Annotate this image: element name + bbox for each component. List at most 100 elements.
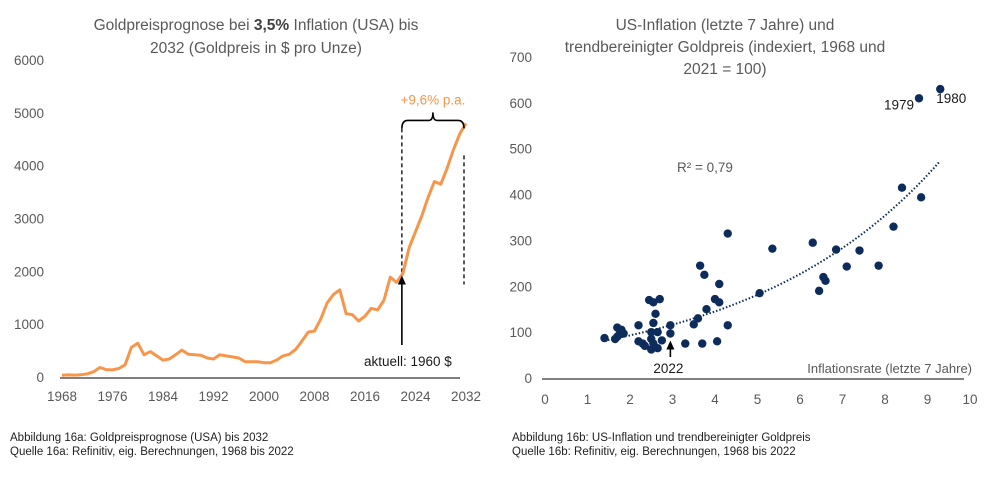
arrow-head bbox=[397, 275, 406, 285]
scatter-point bbox=[698, 339, 707, 348]
scatter-point bbox=[600, 333, 609, 343]
left-y-tick-label: 3000 bbox=[14, 212, 44, 227]
right-caption: Abbildung 16b: US-Inflation und trendber… bbox=[512, 431, 811, 459]
scatter-point bbox=[666, 329, 675, 338]
scatter-point bbox=[755, 288, 764, 298]
scatter-point bbox=[715, 279, 724, 289]
left-x-tick-label: 1984 bbox=[148, 389, 179, 404]
left-y-axis-ticks: 0 1000 2000 3000 4000 5000 6000 bbox=[14, 53, 44, 385]
left-y-tick-label: 0 bbox=[36, 370, 44, 385]
left-x-tick-label: 2024 bbox=[400, 389, 431, 404]
left-x-tick-label: 2016 bbox=[350, 389, 380, 404]
right-y-tick-label: 400 bbox=[509, 188, 532, 203]
highlight-2022-arrow bbox=[666, 340, 675, 357]
right-x-tick-label: 2 bbox=[626, 392, 634, 407]
current-price-label: aktuell: 1960 $ bbox=[364, 354, 452, 369]
scatter-point bbox=[666, 321, 675, 330]
left-caption: Abbildung 16a: Goldpreisprognose (USA) b… bbox=[10, 431, 294, 459]
scatter-point bbox=[712, 337, 722, 346]
right-x-tick-label: 8 bbox=[881, 392, 889, 407]
right-y-tick-label: 500 bbox=[509, 142, 532, 157]
left-x-tick-label: 1992 bbox=[198, 389, 228, 404]
point-year-label: 1980 bbox=[936, 91, 966, 106]
scatter-point bbox=[693, 314, 703, 323]
scatter-point bbox=[808, 238, 817, 247]
scatter-point bbox=[647, 327, 656, 337]
scatter-point bbox=[695, 261, 705, 270]
right-x-tick-label: 6 bbox=[796, 392, 804, 407]
right-y-tick-label: 200 bbox=[509, 279, 532, 294]
right-x-tick-label: 10 bbox=[962, 392, 977, 407]
right-chart-title-line1: US-Inflation (letzte 7 Jahre) und bbox=[616, 17, 835, 34]
scatter-point bbox=[689, 320, 698, 329]
scatter-point bbox=[874, 261, 883, 270]
right-chart-title-line3: 2021 = 100) bbox=[683, 61, 766, 78]
scatter-point bbox=[700, 270, 709, 280]
scatter-point bbox=[715, 298, 724, 307]
scatter-point bbox=[640, 341, 650, 351]
forecast-guides bbox=[401, 128, 465, 285]
right-y-tick-label: 0 bbox=[524, 371, 532, 386]
right-x-tick-label: 5 bbox=[754, 392, 762, 407]
scatter-point bbox=[889, 222, 898, 231]
right-x-axis-ticks: 0 1 2 3 4 5 6 7 8 9 10 bbox=[541, 392, 977, 407]
scatter-point bbox=[653, 327, 662, 337]
scatter-point bbox=[821, 276, 830, 285]
right-x-tick-label: 3 bbox=[669, 392, 677, 407]
left-chart-title-line2: 2032 (Goldpreis in $ pro Unze) bbox=[150, 40, 362, 57]
right-y-tick-label: 600 bbox=[509, 96, 532, 111]
scatter-point bbox=[723, 229, 732, 238]
left-caption-figure: Abbildung 16a: Goldpreisprognose (USA) b… bbox=[10, 432, 269, 444]
left-x-tick-label: 2008 bbox=[299, 389, 329, 404]
right-caption-figure: Abbildung 16b: US-Inflation und trendber… bbox=[512, 432, 811, 444]
left-y-tick-label: 6000 bbox=[14, 53, 44, 68]
right-x-tick-label: 1 bbox=[584, 392, 592, 407]
right-x-tick-label: 9 bbox=[924, 392, 932, 407]
scatter-point bbox=[619, 329, 628, 338]
scatter-point bbox=[651, 309, 660, 318]
r-squared-label: R² = 0,79 bbox=[677, 160, 733, 175]
left-y-tick-label: 5000 bbox=[14, 106, 44, 121]
growth-bracket bbox=[401, 112, 465, 129]
scatter-point bbox=[831, 245, 841, 254]
scatter-point bbox=[897, 183, 907, 192]
scatter-point bbox=[814, 286, 824, 296]
scatter-points bbox=[600, 84, 945, 354]
scatter-point bbox=[655, 294, 664, 304]
scatter-point bbox=[855, 246, 864, 255]
highlight-arrow-head bbox=[666, 340, 675, 350]
right-chart-title-line2: trendbereinigter Goldpreis (indexiert, 1… bbox=[565, 39, 886, 56]
right-y-axis-ticks: 0 100 200 300 400 500 600 700 bbox=[509, 50, 532, 386]
right-y-tick-label: 700 bbox=[509, 50, 532, 65]
scatter-point-labels: 1979 1980 bbox=[884, 91, 966, 112]
left-x-tick-label: 2032 bbox=[451, 389, 481, 404]
inflation-gold-scatter-chart: US-Inflation (letzte 7 Jahre) und trendb… bbox=[509, 17, 977, 407]
left-y-tick-label: 2000 bbox=[14, 264, 44, 279]
left-y-tick-label: 4000 bbox=[14, 159, 44, 174]
scatter-point bbox=[681, 339, 690, 348]
left-caption-source: Quelle 16a: Refinitiv, eig. Berechnungen… bbox=[10, 446, 294, 458]
scatter-point bbox=[842, 262, 851, 271]
right-x-tick-label: 0 bbox=[541, 392, 549, 407]
growth-rate-label: +9,6% p.a. bbox=[400, 92, 465, 107]
left-x-axis-ticks: 1968 1976 1984 1992 2000 2008 2016 2024 2032 bbox=[47, 389, 481, 404]
scatter-point bbox=[723, 321, 732, 330]
exponential-trendline bbox=[604, 160, 941, 342]
gold-price-line bbox=[61, 122, 468, 377]
point-year-label: 1979 bbox=[884, 97, 914, 112]
gold-forecast-chart: Goldpreisprognose bei 3,5% Inflation (US… bbox=[14, 17, 481, 404]
left-x-tick-label: 1968 bbox=[47, 389, 77, 404]
scatter-point bbox=[649, 298, 658, 307]
right-x-tick-label: 4 bbox=[711, 392, 719, 407]
scatter-point bbox=[634, 321, 643, 330]
right-x-axis-title: Inflationsrate (letzte 7 Jahre) bbox=[807, 361, 972, 376]
left-y-tick-label: 1000 bbox=[14, 317, 44, 332]
highlight-2022-label: 2022 bbox=[653, 361, 683, 376]
right-caption-source: Quelle 16b: Refinitiv, eig. Berechnungen… bbox=[512, 446, 796, 458]
scatter-point bbox=[914, 94, 924, 103]
left-x-tick-label: 2000 bbox=[249, 389, 279, 404]
scatter-point bbox=[653, 343, 662, 353]
scatter-point bbox=[916, 193, 926, 202]
left-chart-title-line1: Goldpreisprognose bei 3,5% Inflation (US… bbox=[94, 17, 419, 34]
